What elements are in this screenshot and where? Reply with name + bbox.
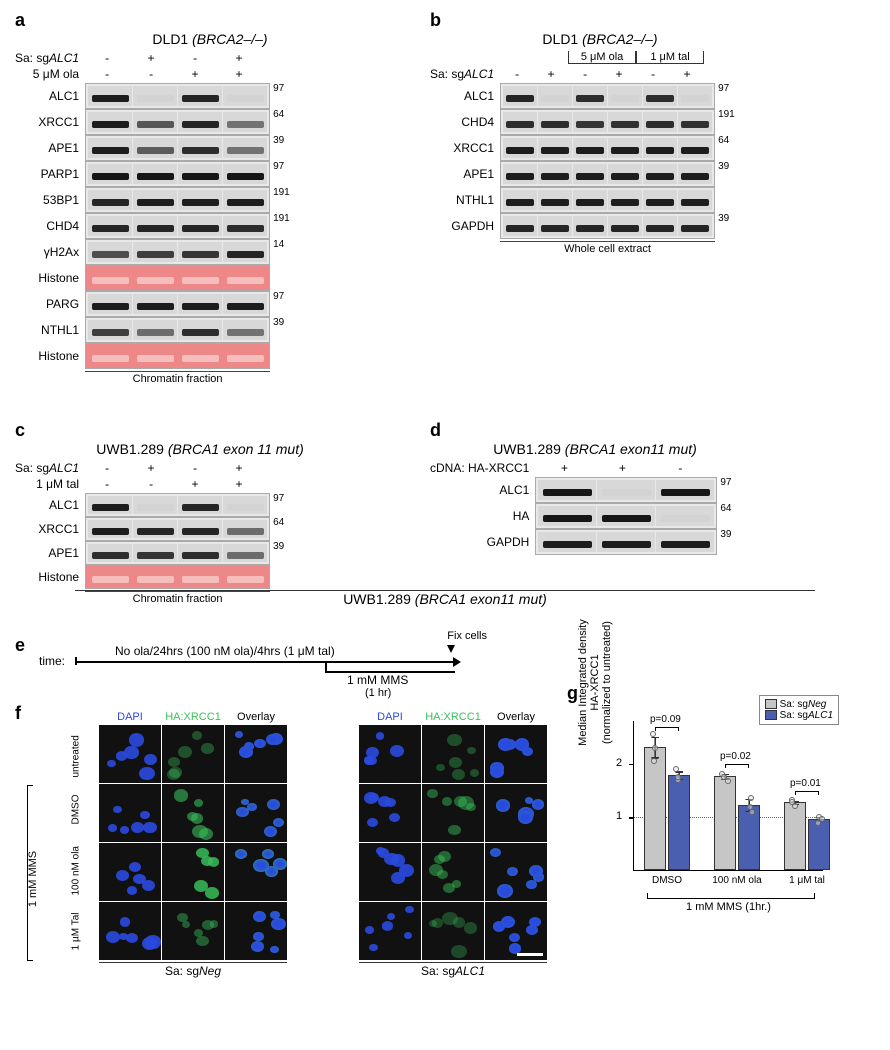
panel-g: g 12p=0.09DMSOp=0.02100 nM olap=0.011 μM… bbox=[585, 703, 835, 978]
panel-d-letter: d bbox=[430, 420, 441, 440]
timeline-desc1: No ola/24hrs (100 nM ola)/4hrs (1 μM tal… bbox=[115, 644, 335, 658]
panel-c: c UWB1.289 (BRCA1 exon 11 mut) Sa: sgALC… bbox=[15, 420, 385, 605]
fix-label: Fix cells bbox=[447, 630, 487, 642]
panel-a-letter: a bbox=[15, 10, 25, 30]
tick-mms bbox=[325, 663, 327, 671]
mms-time: (1 hr) bbox=[365, 687, 391, 699]
chart-g: 12p=0.09DMSOp=0.02100 nM olap=0.011 μM t… bbox=[585, 703, 835, 913]
panel-lower: UWB1.289 (BRCA1 exon11 mut) e time: No o… bbox=[15, 590, 875, 978]
blot-d: cDNA: HA-XRCC1++-ALC197HA64GAPDH39 bbox=[430, 461, 731, 555]
arrow-down-icon bbox=[447, 645, 455, 653]
panel-a: a DLD1 (BRCA2–/–) Sa: sgALC1-+-+5 μM ola… bbox=[15, 10, 405, 385]
panel-d-title: UWB1.289 (BRCA1 exon11 mut) bbox=[430, 441, 760, 457]
mms-label: 1 mM MMS bbox=[347, 673, 408, 687]
panel-e-letter: e bbox=[15, 635, 25, 656]
timeline-axis bbox=[75, 661, 455, 663]
panel-lower-title: UWB1.289 (BRCA1 exon11 mut) bbox=[75, 590, 815, 607]
panel-f-letter: f bbox=[15, 703, 21, 724]
panel-d: d UWB1.289 (BRCA1 exon11 mut) cDNA: HA-X… bbox=[430, 420, 760, 555]
panel-a-title: DLD1 (BRCA2–/–) bbox=[15, 31, 405, 47]
blot-b: 5 μM ola1 μM talSa: sgALC1-+-+-+ALC197CH… bbox=[430, 51, 735, 255]
panel-b-title: DLD1 (BRCA2–/–) bbox=[430, 31, 770, 47]
blot-a: Sa: sgALC1-+-+5 μM ola--++ALC197XRCC164A… bbox=[15, 51, 290, 385]
time-label: time: bbox=[39, 654, 65, 668]
microscopy-grid: DAPIHA:XRCC1OverlayuntreatedDMSO100 nM o… bbox=[53, 711, 547, 978]
panel-c-letter: c bbox=[15, 420, 25, 440]
panel-b-letter: b bbox=[430, 10, 441, 30]
blot-c: Sa: sgALC1-+-+1 μM tal--++ALC197XRCC164A… bbox=[15, 461, 284, 605]
tick-start bbox=[75, 657, 77, 665]
arrow-right-icon-2 bbox=[453, 658, 460, 666]
panel-c-title: UWB1.289 (BRCA1 exon 11 mut) bbox=[15, 441, 385, 457]
timeline: time: No ola/24hrs (100 nM ola)/4hrs (1 … bbox=[75, 631, 495, 691]
panel-b: b DLD1 (BRCA2–/–) 5 μM ola1 μM talSa: sg… bbox=[430, 10, 770, 255]
side-label-mms: 1 mM MMS bbox=[27, 851, 39, 907]
